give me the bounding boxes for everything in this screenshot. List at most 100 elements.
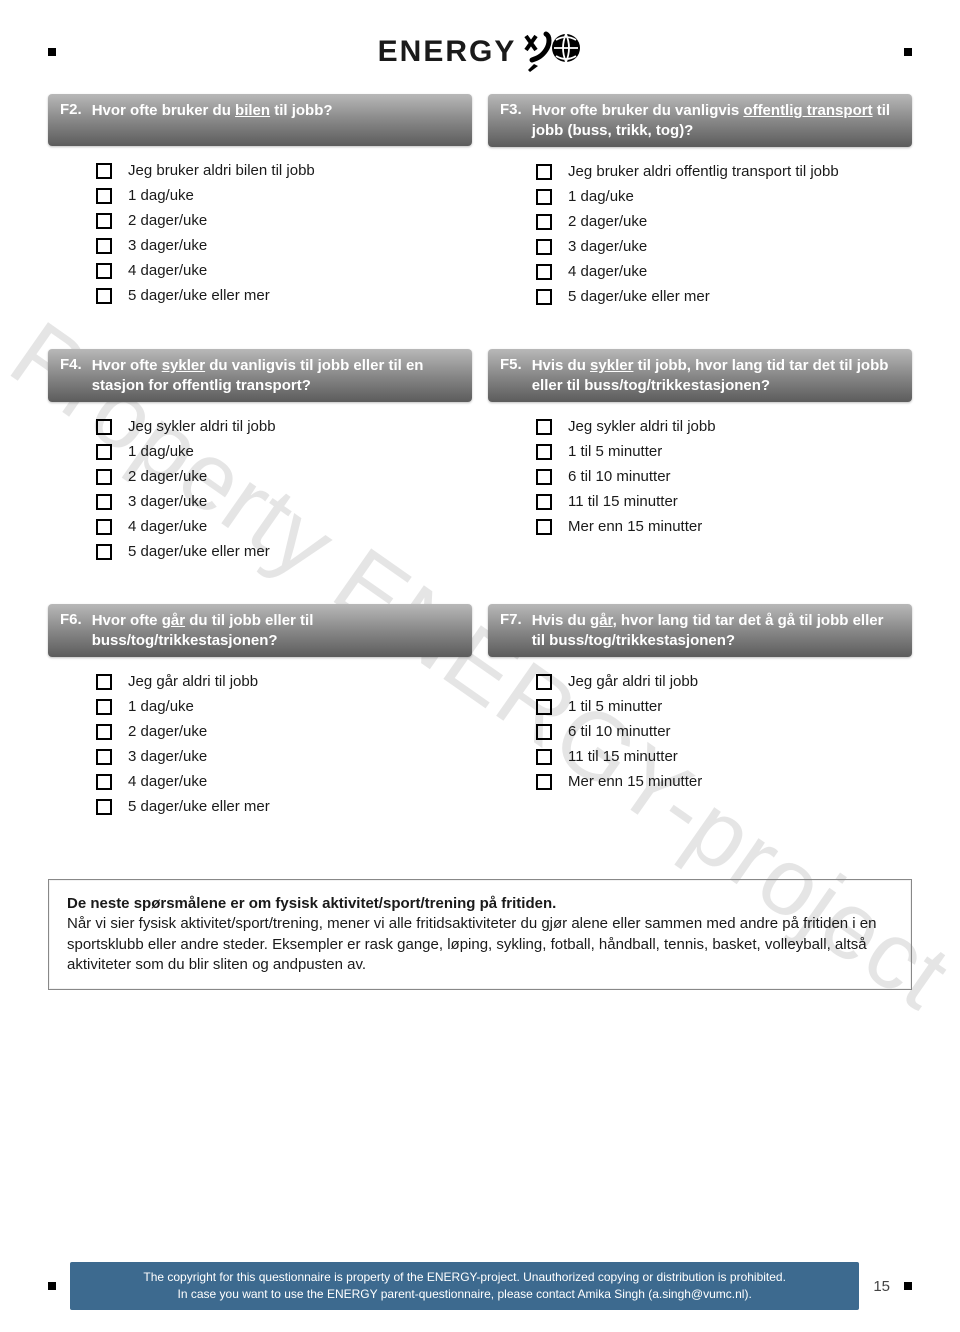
corner-marker-left bbox=[48, 48, 56, 56]
corner-marker-right bbox=[904, 48, 912, 56]
question-text: Hvis du går, hvor lang tid tar det å gå … bbox=[532, 611, 900, 650]
option-row[interactable]: Jeg bruker aldri offentlig transport til… bbox=[536, 163, 912, 180]
checkbox-icon[interactable] bbox=[96, 419, 112, 435]
checkbox-icon[interactable] bbox=[96, 444, 112, 460]
option-row[interactable]: Jeg sykler aldri til jobb bbox=[96, 418, 472, 435]
option-row[interactable]: 1 dag/uke bbox=[536, 188, 912, 205]
checkbox-icon[interactable] bbox=[96, 288, 112, 304]
checkbox-icon[interactable] bbox=[536, 519, 552, 535]
footer: The copyright for this questionnaire is … bbox=[48, 1262, 912, 1310]
checkbox-icon[interactable] bbox=[96, 163, 112, 179]
option-label: 1 dag/uke bbox=[128, 187, 194, 204]
checkbox-icon[interactable] bbox=[536, 724, 552, 740]
option-label: Mer enn 15 minutter bbox=[568, 518, 702, 535]
option-row[interactable]: 3 dager/uke bbox=[536, 238, 912, 255]
option-row[interactable]: 1 dag/uke bbox=[96, 443, 472, 460]
option-row[interactable]: 4 dager/uke bbox=[96, 773, 472, 790]
checkbox-icon[interactable] bbox=[96, 724, 112, 740]
footer-line1: The copyright for this questionnaire is … bbox=[143, 1270, 786, 1284]
checkbox-icon[interactable] bbox=[96, 494, 112, 510]
logo-icon bbox=[520, 30, 582, 74]
option-row[interactable]: 1 dag/uke bbox=[96, 698, 472, 715]
options-f2: Jeg bruker aldri bilen til jobb 1 dag/uke… bbox=[48, 146, 472, 338]
option-row[interactable]: 2 dager/uke bbox=[96, 212, 472, 229]
checkbox-icon[interactable] bbox=[536, 749, 552, 765]
checkbox-icon[interactable] bbox=[536, 264, 552, 280]
option-label: 4 dager/uke bbox=[568, 263, 647, 280]
checkbox-icon[interactable] bbox=[536, 214, 552, 230]
footer-line2: In case you want to use the ENERGY paren… bbox=[178, 1287, 752, 1301]
option-label: Jeg går aldri til jobb bbox=[568, 673, 698, 690]
checkbox-icon[interactable] bbox=[536, 164, 552, 180]
checkbox-icon[interactable] bbox=[96, 213, 112, 229]
option-row[interactable]: 4 dager/uke bbox=[96, 518, 472, 535]
checkbox-icon[interactable] bbox=[536, 469, 552, 485]
option-row[interactable]: 4 dager/uke bbox=[536, 263, 912, 280]
question-num: F4. bbox=[60, 356, 82, 373]
option-row[interactable]: Mer enn 15 minutter bbox=[536, 773, 912, 790]
option-label: 1 dag/uke bbox=[128, 698, 194, 715]
info-box-body: Når vi sier fysisk aktivitet/sport/treni… bbox=[67, 915, 877, 973]
checkbox-icon[interactable] bbox=[536, 494, 552, 510]
question-num: F3. bbox=[500, 101, 522, 118]
option-label: 11 til 15 minutter bbox=[568, 748, 678, 765]
checkbox-icon[interactable] bbox=[96, 469, 112, 485]
checkbox-icon[interactable] bbox=[96, 799, 112, 815]
option-row[interactable]: 11 til 15 minutter bbox=[536, 748, 912, 765]
checkbox-icon[interactable] bbox=[536, 239, 552, 255]
option-row[interactable]: 6 til 10 minutter bbox=[536, 468, 912, 485]
checkbox-icon[interactable] bbox=[536, 289, 552, 305]
option-row[interactable]: 11 til 15 minutter bbox=[536, 493, 912, 510]
question-text: Hvis du sykler til jobb, hvor lang tid t… bbox=[532, 356, 900, 395]
checkbox-icon[interactable] bbox=[536, 774, 552, 790]
checkbox-icon[interactable] bbox=[96, 749, 112, 765]
checkbox-icon[interactable] bbox=[96, 544, 112, 560]
checkbox-icon[interactable] bbox=[96, 519, 112, 535]
checkbox-icon[interactable] bbox=[96, 774, 112, 790]
option-row[interactable]: Jeg sykler aldri til jobb bbox=[536, 418, 912, 435]
checkbox-icon[interactable] bbox=[96, 188, 112, 204]
option-label: 5 dager/uke eller mer bbox=[128, 287, 270, 304]
option-row[interactable]: Jeg bruker aldri bilen til jobb bbox=[96, 162, 472, 179]
option-row[interactable]: 2 dager/uke bbox=[96, 468, 472, 485]
question-text: Hvor ofte går du til jobb eller til buss… bbox=[92, 611, 460, 650]
option-row[interactable]: 1 dag/uke bbox=[96, 187, 472, 204]
option-row[interactable]: 5 dager/uke eller mer bbox=[96, 543, 472, 560]
checkbox-icon[interactable] bbox=[536, 444, 552, 460]
option-row[interactable]: Jeg går aldri til jobb bbox=[96, 673, 472, 690]
option-row[interactable]: Mer enn 15 minutter bbox=[536, 518, 912, 535]
question-header-f5: F5. Hvis du sykler til jobb, hvor lang t… bbox=[488, 349, 912, 402]
option-row[interactable]: Jeg går aldri til jobb bbox=[536, 673, 912, 690]
question-header-f3: F3. Hvor ofte bruker du vanligvis offent… bbox=[488, 94, 912, 147]
question-header-f7: F7. Hvis du går, hvor lang tid tar det å… bbox=[488, 604, 912, 657]
option-row[interactable]: 5 dager/uke eller mer bbox=[96, 287, 472, 304]
checkbox-icon[interactable] bbox=[536, 674, 552, 690]
footer-bar: The copyright for this questionnaire is … bbox=[70, 1262, 859, 1310]
option-row[interactable]: 4 dager/uke bbox=[96, 262, 472, 279]
checkbox-icon[interactable] bbox=[536, 699, 552, 715]
options-f5: Jeg sykler aldri til jobb 1 til 5 minutte… bbox=[488, 402, 912, 569]
checkbox-icon[interactable] bbox=[96, 263, 112, 279]
option-label: 2 dager/uke bbox=[128, 468, 207, 485]
option-label: Jeg sykler aldri til jobb bbox=[128, 418, 276, 435]
checkbox-icon[interactable] bbox=[536, 419, 552, 435]
option-row[interactable]: 3 dager/uke bbox=[96, 748, 472, 765]
checkbox-icon[interactable] bbox=[96, 674, 112, 690]
question-text: Hvor ofte sykler du vanligvis til jobb e… bbox=[92, 356, 460, 395]
option-row[interactable]: 1 til 5 minutter bbox=[536, 443, 912, 460]
option-row[interactable]: 1 til 5 minutter bbox=[536, 698, 912, 715]
checkbox-icon[interactable] bbox=[96, 699, 112, 715]
checkbox-icon[interactable] bbox=[96, 238, 112, 254]
question-num: F6. bbox=[60, 611, 82, 628]
option-row[interactable]: 5 dager/uke eller mer bbox=[536, 288, 912, 305]
corner-marker-footer-right bbox=[904, 1282, 912, 1290]
option-row[interactable]: 3 dager/uke bbox=[96, 237, 472, 254]
option-row[interactable]: 2 dager/uke bbox=[96, 723, 472, 740]
options-f7: Jeg går aldri til jobb 1 til 5 minutter 6 … bbox=[488, 657, 912, 824]
option-row[interactable]: 6 til 10 minutter bbox=[536, 723, 912, 740]
option-row[interactable]: 3 dager/uke bbox=[96, 493, 472, 510]
option-row[interactable]: 2 dager/uke bbox=[536, 213, 912, 230]
checkbox-icon[interactable] bbox=[536, 189, 552, 205]
options-f4: Jeg sykler aldri til jobb 1 dag/uke 2 dage… bbox=[48, 402, 472, 594]
option-row[interactable]: 5 dager/uke eller mer bbox=[96, 798, 472, 815]
